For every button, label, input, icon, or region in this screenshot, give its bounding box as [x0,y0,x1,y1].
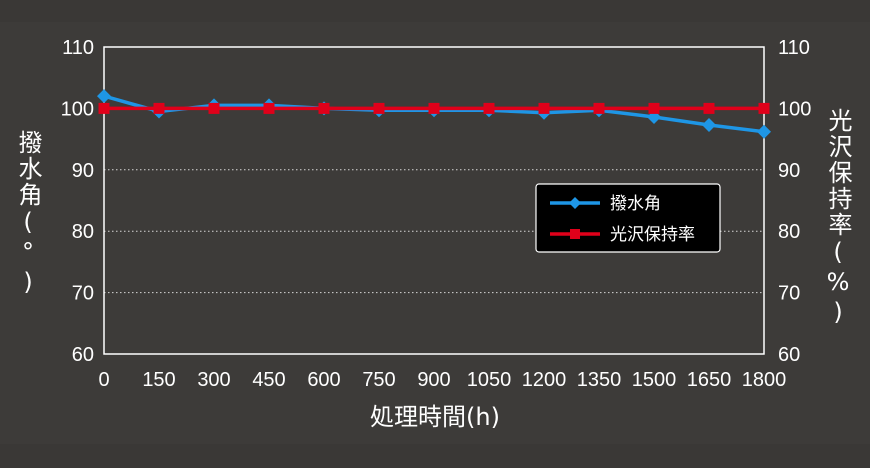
legend-label: 光沢保持率 [610,225,695,244]
x-tick-label: 1800 [742,369,787,391]
plot-frame [103,46,765,355]
x-tick-label: 1650 [687,369,732,391]
data-point [538,102,550,114]
x-tick-label: 1050 [467,369,512,391]
y-tick-label-right: 110 [778,37,810,59]
data-point [648,102,660,114]
data-point [153,102,165,114]
y-axis-left-label: 撥水角(°) [14,130,42,298]
x-tick-label: 150 [142,369,175,391]
x-tick-label: 900 [417,369,450,391]
y-tick-label-left: 70 [72,283,94,305]
y-tick-label-left: 100 [61,98,94,120]
data-point [593,102,605,114]
data-point [373,102,385,114]
data-point [483,102,495,114]
legend-marker [570,229,580,239]
data-point [757,124,771,139]
y-tick-label-right: 90 [778,160,800,182]
y-tick-label-left: 110 [62,37,94,59]
y-axis-right-label: 光沢保持率(%) [824,108,852,328]
data-point [97,89,111,104]
data-point [263,102,275,114]
data-point [98,102,110,114]
y-tick-label-right: 70 [778,283,800,305]
x-tick-label: 750 [362,369,395,391]
y-tick-label-right: 80 [778,221,800,243]
legend-marker [569,197,581,209]
data-point [702,117,716,132]
bottom-band [0,444,870,468]
data-point [758,102,770,114]
top-band [0,0,870,22]
x-tick-label: 450 [252,369,285,391]
x-tick-label: 0 [98,369,109,391]
data-point [208,102,220,114]
y-tick-label-left: 60 [72,344,94,366]
x-tick-label: 600 [307,369,340,391]
y-tick-label-right: 60 [778,344,800,366]
y-tick-label-right: 100 [778,98,811,120]
data-point [318,102,330,114]
x-tick-label: 300 [197,369,230,391]
x-tick-label: 1500 [632,369,677,391]
x-tick-label: 1350 [577,369,622,391]
x-axis-label: 処理時間(h) [370,403,500,431]
data-point [428,102,440,114]
y-tick-label-left: 90 [72,160,94,182]
legend-label: 撥水角 [610,194,661,213]
x-tick-label: 1200 [522,369,567,391]
data-point [703,102,715,114]
y-tick-label-left: 80 [72,221,94,243]
